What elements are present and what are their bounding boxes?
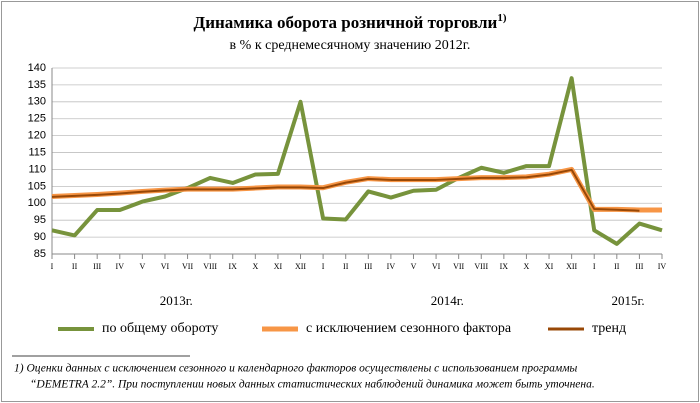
title-text: Динамика оборота розничной торговли	[194, 13, 498, 32]
x-tick-label: II	[343, 262, 349, 271]
x-tick-label: VIII	[203, 262, 217, 271]
y-tick-label: 105	[28, 180, 46, 192]
series-line	[51, 76, 663, 246]
year-label: 2015г.	[612, 293, 645, 308]
x-tick-label: X	[524, 262, 530, 271]
y-tick-label: 135	[28, 79, 46, 91]
x-tick-label: XI	[274, 262, 283, 271]
x-tick-label: VII	[453, 262, 464, 271]
x-tick-label: III	[635, 262, 643, 271]
x-tick-label: XII	[566, 262, 577, 271]
x-tick-label: IV	[658, 262, 667, 271]
year-label: 2014г.	[431, 293, 464, 308]
x-tick-label: IV	[116, 262, 125, 271]
x-tick-label: XII	[295, 262, 306, 271]
x-tick-label: IX	[229, 262, 238, 271]
x-tick-label: VI	[161, 262, 170, 271]
x-tick-label: IV	[387, 262, 396, 271]
x-tick-label: VI	[432, 262, 441, 271]
y-tick-label: 90	[34, 231, 46, 243]
x-tick-label: III	[93, 262, 101, 271]
footnote: 1) Оценки данных с исключением сезонного…	[14, 363, 578, 375]
x-tick-label: I	[51, 262, 54, 271]
x-tick-label: XI	[545, 262, 554, 271]
y-tick-label: 125	[28, 113, 46, 125]
year-label: 2013г.	[160, 293, 193, 308]
x-tick-label: II	[614, 262, 620, 271]
x-tick-label: V	[411, 262, 417, 271]
chart-title: Динамика оборота розничной торговли1)	[194, 12, 507, 32]
x-tick-label: V	[139, 262, 145, 271]
x-tick-label: X	[252, 262, 258, 271]
y-tick-label: 100	[28, 197, 46, 209]
series-line	[51, 168, 640, 212]
legend-label: по общему обороту	[102, 321, 218, 336]
x-tick-label: VII	[182, 262, 193, 271]
title-note: 1)	[497, 12, 507, 24]
x-tick-label: VIII	[474, 262, 488, 271]
x-tick-label: I	[322, 262, 325, 271]
chart-subtitle: в % к среднемесячному значению 2012г.	[230, 38, 471, 53]
x-tick-label: I	[593, 262, 596, 271]
y-tick-label: 95	[34, 214, 46, 226]
footnote: “DEMETRA 2.2”. При поступлении новых дан…	[30, 378, 595, 391]
y-tick-label: 130	[28, 96, 46, 108]
y-tick-label: 140	[28, 62, 46, 74]
legend-label: с исключением сезонного фактора	[306, 321, 512, 336]
y-tick-label: 115	[28, 146, 46, 158]
y-tick-label: 120	[28, 130, 46, 142]
legend-label: тренд	[592, 321, 626, 336]
y-tick-label: 110	[28, 163, 46, 175]
x-tick-label: IX	[500, 262, 509, 271]
x-tick-label: III	[364, 262, 372, 271]
x-tick-label: II	[72, 262, 78, 271]
y-tick-label: 85	[34, 248, 46, 260]
